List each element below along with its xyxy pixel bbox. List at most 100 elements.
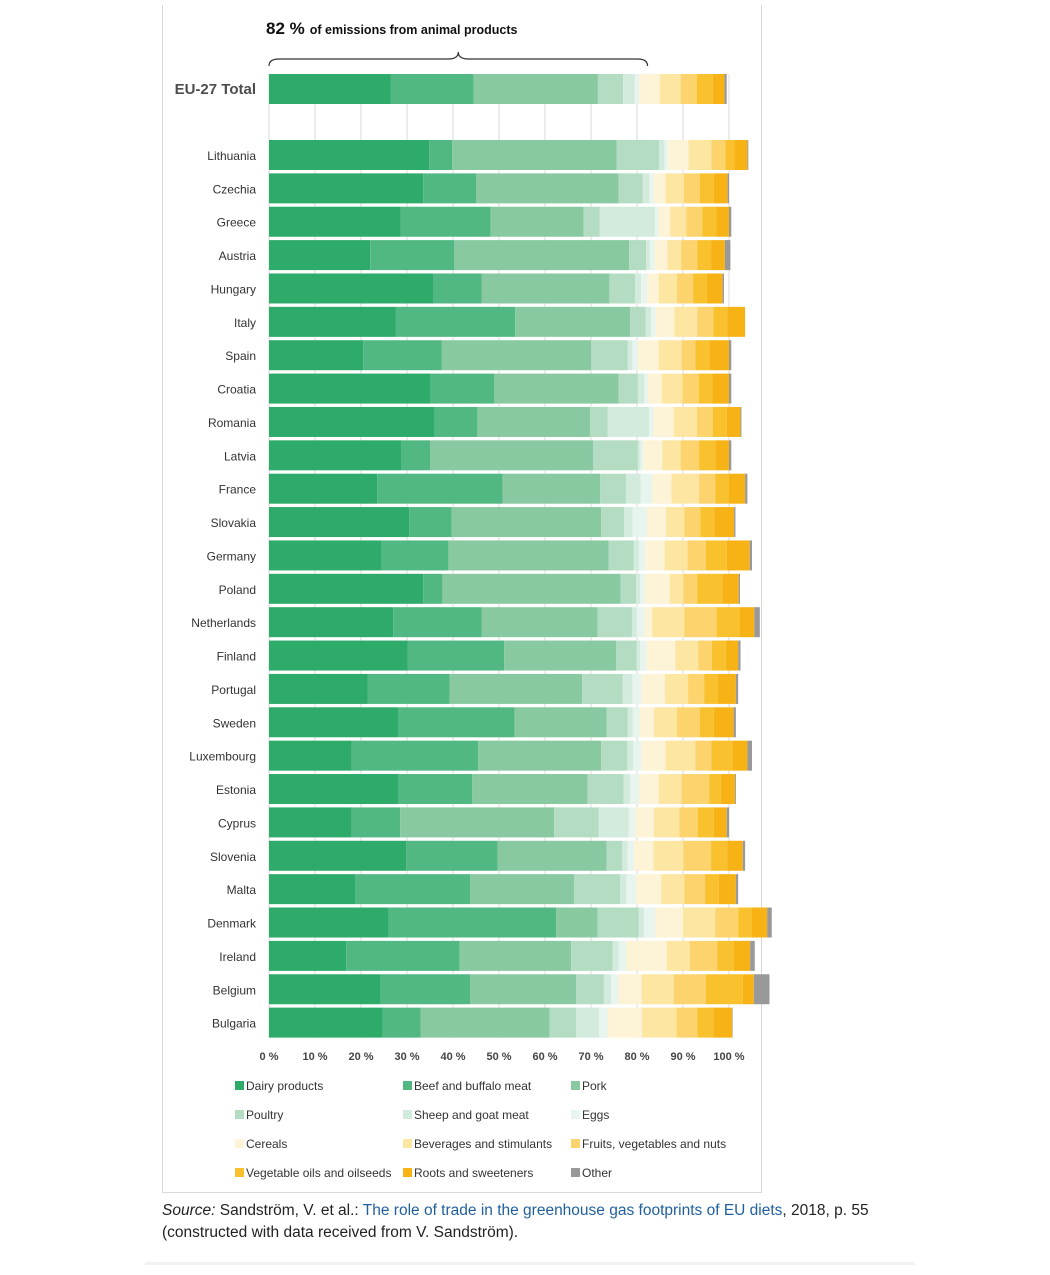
category-label: Malta (227, 883, 257, 897)
bar-segment (582, 673, 623, 704)
bar-segment (400, 807, 555, 838)
bar-segment (696, 406, 713, 437)
category-label: Denmark (207, 917, 257, 931)
bar-segment (665, 740, 696, 771)
category-label: Slovakia (211, 516, 257, 530)
bar-segment (616, 640, 637, 671)
bar-segment (618, 940, 627, 971)
bar-segment (628, 807, 636, 838)
bar-segment (388, 907, 557, 938)
bar-segment (576, 974, 604, 1005)
bar-segment (269, 974, 381, 1005)
bar-segment (638, 907, 644, 938)
stacked-bar-chart: EU-27 Total Lithuania Czechia Greece Austria… (175, 19, 772, 1180)
bar-segment (687, 540, 706, 571)
legend-swatch (235, 1139, 244, 1148)
source-title-link[interactable]: The role of trade in the greenhouse gas … (362, 1202, 783, 1219)
bar-segment (269, 874, 356, 905)
bar-segment (481, 607, 598, 638)
bar-segment (695, 740, 712, 771)
bar-segment (727, 306, 746, 337)
bar-segment (735, 874, 739, 905)
bar-segment (700, 173, 714, 204)
bar-segment (693, 273, 707, 304)
legend-label: Dairy products (246, 1079, 323, 1093)
bar-segment (622, 840, 628, 871)
category-label: Poland (219, 583, 256, 597)
bar-segment (729, 206, 732, 237)
bar-segment (705, 874, 719, 905)
bar-segment (636, 573, 641, 604)
bar-segment (490, 206, 584, 237)
bar-segment (623, 774, 631, 805)
bar-segment (658, 206, 671, 237)
category-label: Italy (234, 316, 256, 330)
bar-segment (452, 140, 617, 170)
bar-segment (441, 340, 591, 371)
bar-segment (269, 373, 430, 404)
bar-segment (673, 974, 706, 1005)
bar-segment (689, 940, 718, 971)
bar-segment (715, 440, 729, 471)
bar-segment (644, 607, 653, 638)
bar-segment (733, 707, 736, 738)
bar-segment (269, 440, 402, 471)
bar-segment (683, 173, 701, 204)
bar-segment (380, 974, 471, 1005)
bar-segment (718, 874, 736, 905)
category-label: Slovenia (210, 850, 256, 864)
bar-segment (571, 940, 613, 971)
legend-swatch (235, 1081, 244, 1090)
legend-swatch (571, 1110, 580, 1119)
bar-segment (734, 507, 736, 538)
bar-segment (711, 240, 725, 271)
bar-segment (630, 774, 640, 805)
bar-segment (629, 240, 647, 271)
bar-segment (725, 640, 739, 671)
bar-segment (711, 740, 733, 771)
category-label: Lithuania (207, 149, 256, 163)
bar-segment (684, 607, 717, 638)
bar-segment (732, 740, 748, 771)
bar-segment (713, 306, 728, 337)
bar-segment (738, 640, 741, 671)
bar-segment (478, 740, 602, 771)
category-label: Spain (225, 349, 256, 363)
bar-segment (684, 874, 706, 905)
bar-segment (665, 673, 689, 704)
bar-segment (470, 974, 577, 1005)
bar-segment (346, 940, 460, 971)
bar-segment (641, 673, 666, 704)
bar-segment (712, 373, 729, 404)
bar-segment (712, 74, 725, 104)
source-note: (constructed with data received from V. … (162, 1224, 519, 1241)
x-tick-label: 80 % (624, 1051, 649, 1063)
bar-segment (726, 540, 750, 571)
bar-segment (654, 707, 678, 738)
bar-segment (713, 707, 734, 738)
category-label: Germany (207, 549, 256, 563)
bar-segment (745, 473, 748, 504)
bar-segment (722, 273, 724, 304)
bar-segment (754, 607, 760, 638)
bar-segment (654, 206, 659, 237)
bar-segment (683, 907, 716, 938)
bar-segment (502, 473, 601, 504)
bar-segment (640, 440, 644, 471)
x-tick-label: 30 % (394, 1051, 419, 1063)
bar-segment (618, 974, 642, 1005)
bar-segment (451, 507, 602, 538)
source-details: , 2018, p. 55 (782, 1202, 869, 1219)
x-tick-label: 40 % (440, 1051, 465, 1063)
bar-segment (269, 673, 368, 704)
bar-segment (661, 373, 683, 404)
bar-segment (677, 273, 694, 304)
bar-segment (673, 406, 697, 437)
bar-segment (504, 640, 617, 671)
x-tick-label: 70 % (578, 1051, 603, 1063)
bar-segment (688, 673, 705, 704)
bar-segment (674, 306, 698, 337)
bar-segment (644, 573, 670, 604)
bar-segment (658, 774, 682, 805)
bar-segment (712, 406, 727, 437)
